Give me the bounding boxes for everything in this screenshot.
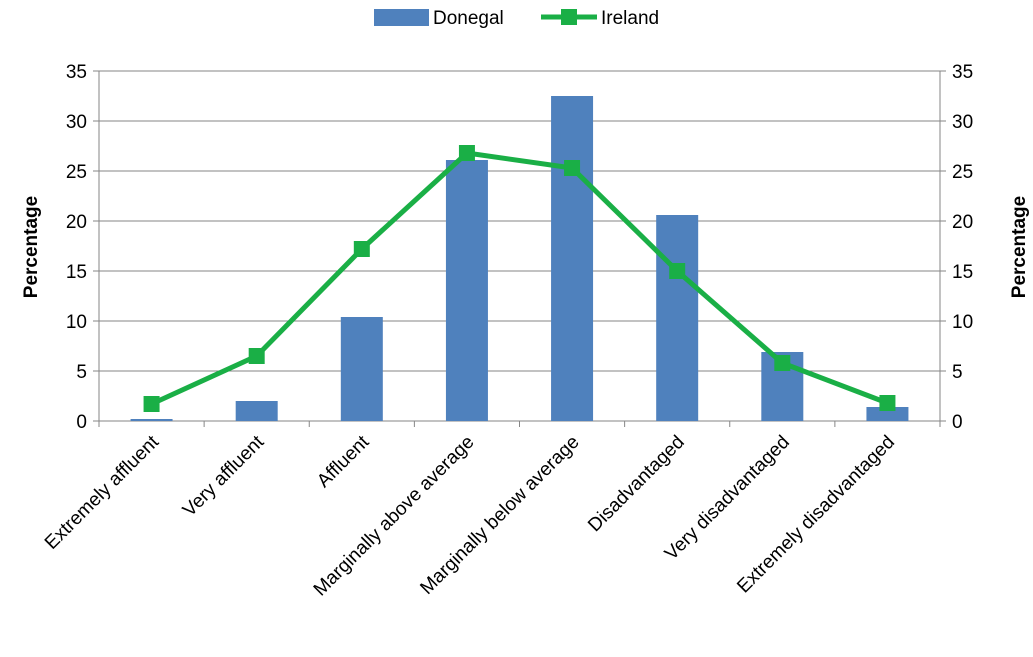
point-very-affluent — [248, 348, 265, 364]
y-tick-label-right: 5 — [952, 362, 963, 383]
y-tick-label-right: 25 — [952, 162, 973, 183]
legend-label-donegal: Donegal — [433, 8, 504, 29]
point-disadvantaged — [669, 263, 686, 279]
point-extremely-disadvantaged — [879, 395, 896, 411]
point-affluent — [353, 241, 370, 257]
y-tick-label-left: 20 — [66, 212, 87, 233]
bar-series-donegal — [130, 96, 909, 421]
x-axis-categories: Extremely affluent Very affluent AffluentM… — [41, 431, 899, 600]
x-label-disadvantaged: Disadvantaged — [584, 432, 688, 536]
gridlines — [99, 70, 940, 372]
bar-extremely-affluent — [130, 419, 173, 421]
y-tick-label-left: 15 — [66, 262, 87, 283]
bar-extremely-disadvantaged — [866, 407, 909, 421]
y-tick-label-right: 15 — [952, 262, 973, 283]
y-tick-label-left: 10 — [66, 312, 87, 333]
x-label-affluent: Affluent — [313, 431, 374, 492]
bar-marginally-below-average — [551, 96, 594, 421]
legend-swatch-donegal — [374, 9, 429, 26]
y-axis-left-ticks: 0 5 10 15 20 25 30 35 — [66, 62, 87, 433]
point-marginally-below-average — [564, 160, 581, 176]
y-tick-label-left: 30 — [66, 112, 87, 133]
y-tick-label-right: 35 — [952, 62, 973, 83]
y-tick-label-right: 0 — [952, 412, 963, 433]
bar-disadvantaged — [656, 215, 699, 421]
y-tick-label-left: 25 — [66, 162, 87, 183]
bar-marginally-above-average — [445, 160, 488, 421]
y-axis-right-ticks: 0 5 10 15 20 25 30 35 — [952, 62, 973, 433]
y-tick-label-left: 0 — [76, 412, 87, 433]
ireland-line — [150, 150, 889, 407]
legend-marker-ireland — [561, 9, 577, 25]
line-series-ireland — [143, 145, 896, 412]
point-very-disadvantaged — [774, 355, 791, 371]
x-label-extremely-affluent: Extremely affluent — [41, 431, 164, 554]
bar-very-affluent — [235, 401, 278, 421]
legend-label-ireland: Ireland — [601, 8, 659, 29]
legend: Donegal Ireland — [374, 8, 659, 29]
point-extremely-affluent — [143, 396, 160, 412]
x-label-very-affluent: Very affluent — [179, 431, 269, 521]
y-axis-left-title: Percentage — [21, 196, 42, 298]
bar-affluent — [340, 317, 383, 421]
y-axis-right-title: Percentage — [1009, 196, 1030, 298]
y-tick-label-left: 5 — [76, 362, 87, 383]
point-marginally-above-average — [458, 145, 475, 161]
y-tick-label-left: 35 — [66, 62, 87, 83]
y-tick-label-right: 30 — [952, 112, 973, 133]
y-tick-label-right: 20 — [952, 212, 973, 233]
y-tick-label-right: 10 — [952, 312, 973, 333]
